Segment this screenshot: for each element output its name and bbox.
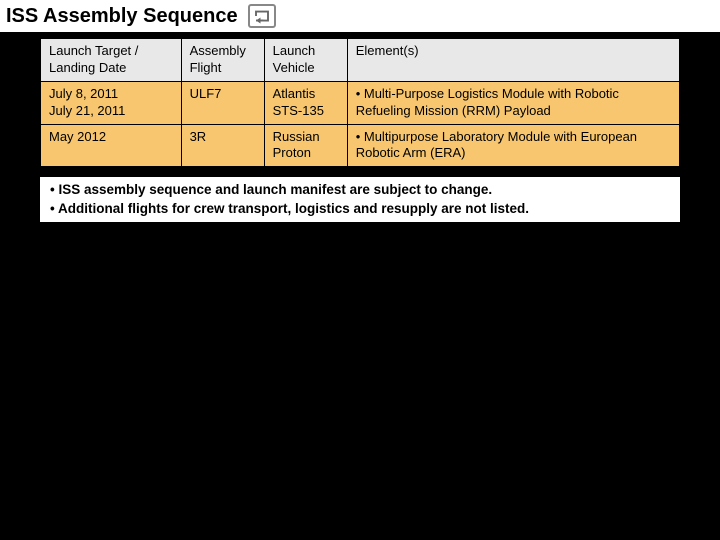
cell-elements: • Multi-Purpose Logistics Module with Ro… xyxy=(347,81,679,124)
footnotes: • ISS assembly sequence and launch manif… xyxy=(40,177,680,221)
footnote-item: • Additional flights for crew transport,… xyxy=(50,200,670,218)
cell-launch-target: May 2012 xyxy=(41,124,182,167)
cell-assembly-flight: 3R xyxy=(181,124,264,167)
cell-launch-target: July 8, 2011July 21, 2011 xyxy=(41,81,182,124)
cell-assembly-flight: ULF7 xyxy=(181,81,264,124)
header: ISS Assembly Sequence xyxy=(0,0,720,32)
cell-launch-vehicle: AtlantisSTS-135 xyxy=(264,81,347,124)
col-header-assembly-flight: Assembly Flight xyxy=(181,39,264,82)
footnote-item: • ISS assembly sequence and launch manif… xyxy=(50,181,670,199)
table-row: July 8, 2011July 21, 2011 ULF7 AtlantisS… xyxy=(41,81,680,124)
content-area: Launch Target / Landing Date Assembly Fl… xyxy=(0,32,720,222)
cell-elements: • Multipurpose Laboratory Module with Eu… xyxy=(347,124,679,167)
table-header-row: Launch Target / Landing Date Assembly Fl… xyxy=(41,39,680,82)
table-row: May 2012 3R Russian Proton • Multipurpos… xyxy=(41,124,680,167)
col-header-launch-vehicle: Launch Vehicle xyxy=(264,39,347,82)
cell-launch-vehicle: Russian Proton xyxy=(264,124,347,167)
col-header-elements: Element(s) xyxy=(347,39,679,82)
assembly-table: Launch Target / Landing Date Assembly Fl… xyxy=(40,38,680,167)
page-title: ISS Assembly Sequence xyxy=(6,5,238,28)
col-header-launch-target: Launch Target / Landing Date xyxy=(41,39,182,82)
back-arrow-icon[interactable] xyxy=(248,4,276,28)
